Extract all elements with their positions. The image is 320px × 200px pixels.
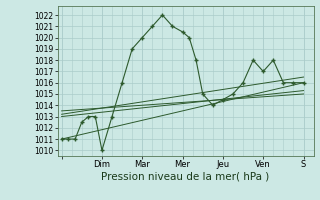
X-axis label: Pression niveau de la mer( hPa ): Pression niveau de la mer( hPa ) [101, 172, 270, 182]
